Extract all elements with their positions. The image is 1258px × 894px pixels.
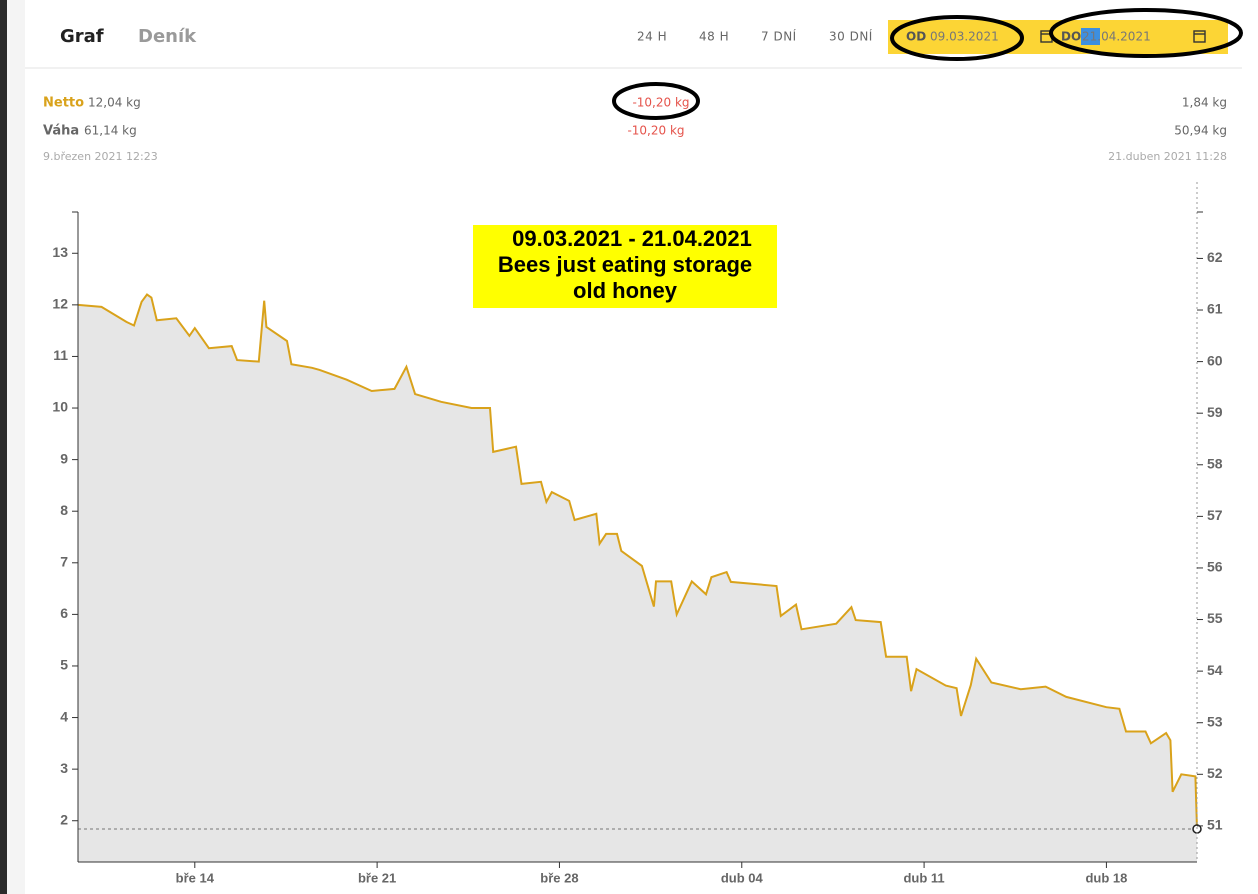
- tab-graf[interactable]: Graf: [60, 26, 104, 47]
- from-date-input[interactable]: 09.03.2021: [930, 30, 999, 44]
- y-tick-label: 9: [60, 450, 68, 466]
- highlight-ellipse: [890, 15, 1024, 61]
- window-gutter: [7, 0, 25, 894]
- range-button[interactable]: 30 DNÍ: [829, 29, 873, 44]
- x-tick-label: dub 18: [1085, 870, 1127, 885]
- to-label: DO: [1061, 30, 1081, 44]
- chart: 2345678910111213515253545556575859606162…: [52, 182, 1223, 885]
- y-tick-label: 5: [60, 657, 68, 673]
- range-button[interactable]: 48 H: [699, 30, 729, 44]
- calendar-icon[interactable]: [1193, 30, 1206, 43]
- vaha-label: Váha: [43, 124, 79, 139]
- x-tick-label: dub 11: [903, 870, 944, 885]
- end-value: 50,94 kg: [1174, 124, 1227, 138]
- start-value: 12,04 kg: [88, 96, 141, 110]
- range-button[interactable]: 7 DNÍ: [761, 29, 797, 44]
- y2-tick-label: 53: [1207, 713, 1223, 729]
- y2-tick-label: 59: [1207, 404, 1223, 420]
- y-tick-label: 10: [52, 399, 68, 415]
- annotation-text: old honey: [573, 278, 678, 303]
- tab-denik[interactable]: Deník: [138, 26, 197, 47]
- annotation-box: [473, 225, 777, 308]
- x-tick-label: dub 04: [721, 870, 764, 885]
- range-button[interactable]: 24 H: [637, 30, 667, 44]
- end-time: 21.duben 2021 11:28: [1108, 150, 1227, 163]
- y-tick-label: 6: [60, 605, 68, 621]
- end-value: 1,84 kg: [1182, 96, 1227, 110]
- x-tick-label: bře 28: [540, 870, 578, 885]
- y2-tick-label: 52: [1207, 765, 1223, 781]
- from-label: OD: [906, 30, 926, 44]
- change-value: -10,20 kg: [627, 124, 684, 138]
- highlight-ellipse: [1049, 8, 1243, 58]
- y-tick-label: 4: [60, 708, 68, 724]
- y2-tick-label: 55: [1207, 610, 1223, 626]
- annotation-text: Bees just eating storage: [498, 252, 752, 277]
- y-tick-label: 2: [60, 811, 68, 827]
- y-tick-label: 13: [52, 244, 68, 260]
- y-tick-label: 3: [60, 760, 68, 776]
- y-tick-label: 11: [53, 347, 68, 363]
- text-selection: [1081, 28, 1100, 45]
- area: [78, 294, 1197, 862]
- y2-tick-label: 58: [1207, 455, 1223, 471]
- y2-tick-label: 61: [1207, 301, 1223, 317]
- annotation-text: 09.03.2021 - 21.04.2021: [512, 226, 752, 251]
- x-tick-label: bře 21: [358, 870, 396, 885]
- y2-tick-label: 57: [1207, 507, 1223, 523]
- change-value: -10,20 kg: [632, 96, 689, 110]
- y-tick-label: 8: [60, 502, 68, 518]
- y2-tick-label: 51: [1207, 817, 1223, 833]
- start-time: 9.březen 2021 12:23: [43, 150, 158, 163]
- start-value: 61,14 kg: [84, 124, 137, 138]
- x-tick-label: bře 14: [176, 870, 215, 885]
- line: [77, 293, 1198, 830]
- to-date-input[interactable]: 21.04.2021: [1082, 30, 1151, 44]
- highlight-ellipse: [612, 82, 700, 120]
- y2-tick-label: 54: [1207, 662, 1223, 678]
- netto-label: Netto: [43, 96, 84, 111]
- y2-tick-label: 56: [1207, 559, 1223, 575]
- y2-tick-label: 62: [1207, 249, 1223, 265]
- window-edge: [0, 0, 7, 894]
- y2-tick-label: 60: [1207, 352, 1223, 368]
- y-tick-label: 7: [60, 553, 68, 569]
- y-tick-label: 12: [52, 296, 68, 312]
